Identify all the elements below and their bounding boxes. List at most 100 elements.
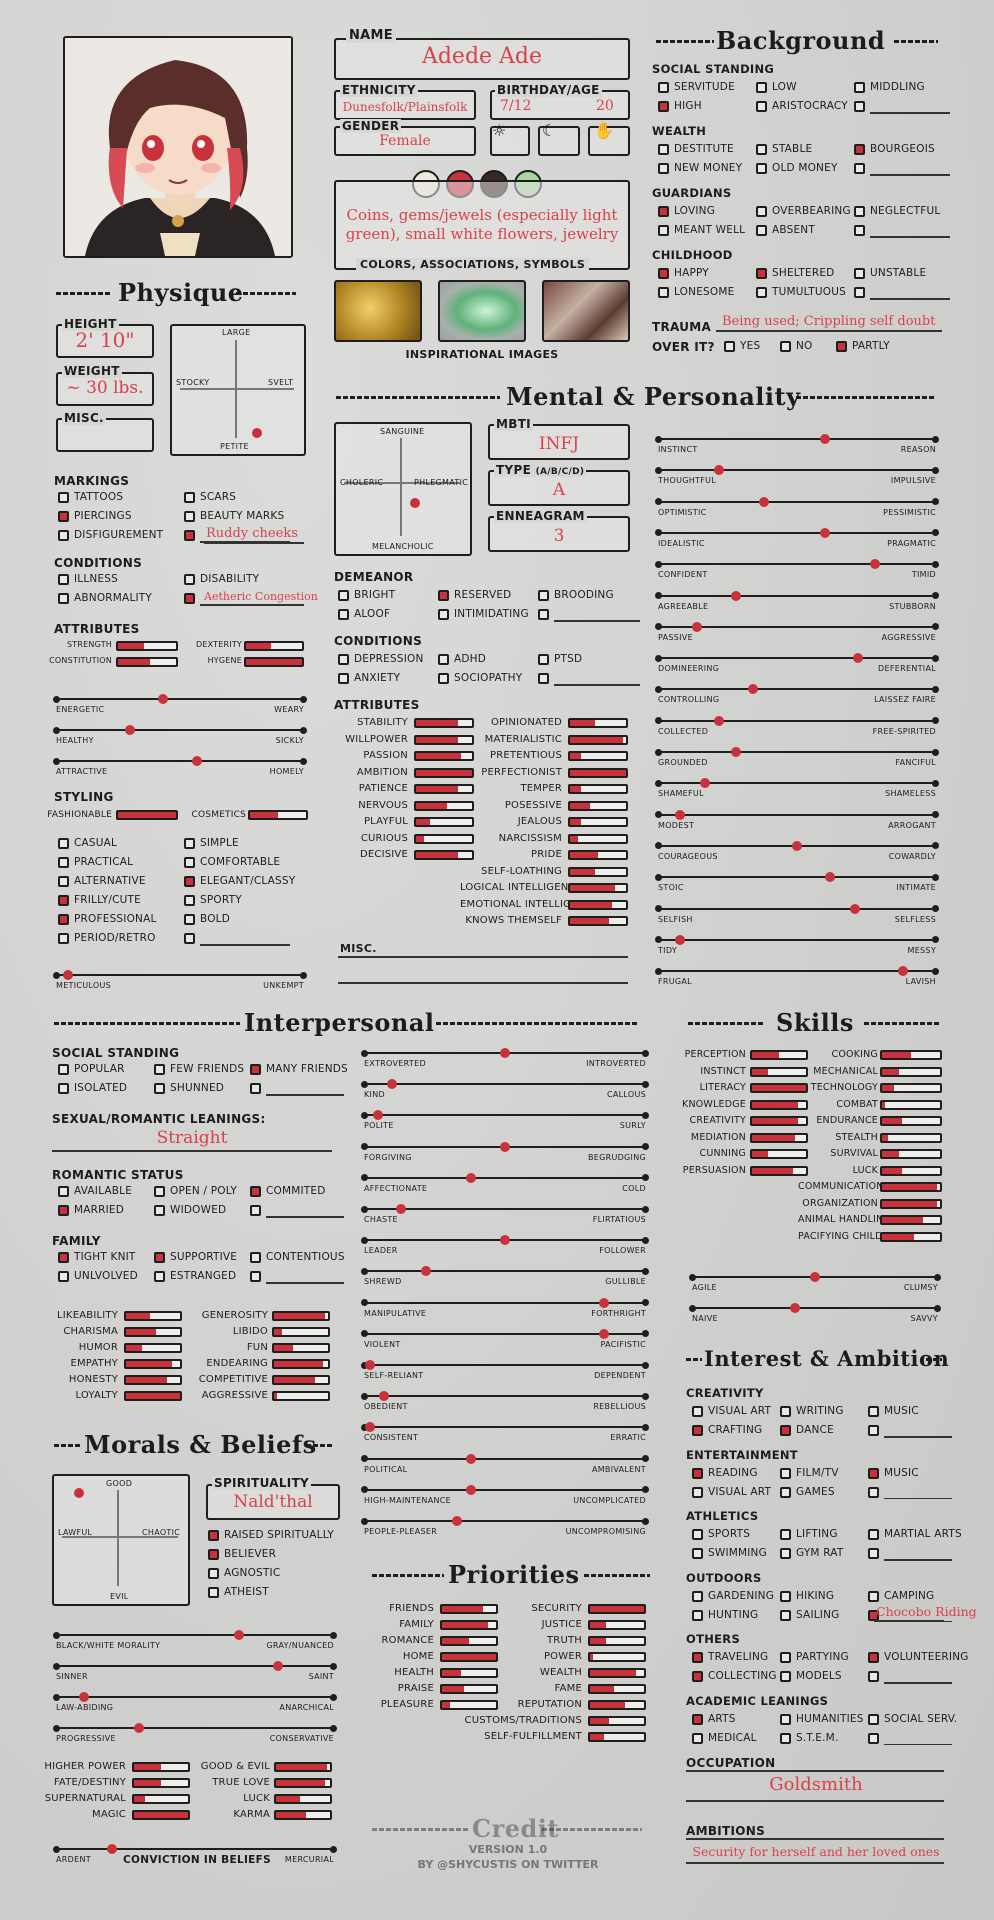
checkbox[interactable] [658, 144, 669, 155]
name-box[interactable] [334, 38, 630, 80]
slider-handle[interactable] [134, 1723, 145, 1733]
checkbox[interactable] [338, 609, 349, 620]
checkbox[interactable] [692, 1467, 703, 1479]
bar[interactable] [440, 1700, 498, 1710]
checkbox[interactable] [154, 1252, 165, 1263]
bar[interactable] [414, 850, 474, 860]
bar[interactable] [568, 866, 628, 877]
slider-track[interactable] [361, 1110, 649, 1121]
bar[interactable] [244, 641, 304, 651]
bar[interactable] [880, 1099, 942, 1110]
slider-handle[interactable] [273, 1661, 284, 1671]
bar[interactable] [274, 1762, 332, 1772]
bar[interactable] [272, 1327, 330, 1337]
slider-handle[interactable] [598, 1328, 609, 1339]
checkbox[interactable] [438, 590, 449, 601]
slider-handle[interactable] [500, 1235, 510, 1246]
slider-handle[interactable] [452, 1516, 463, 1526]
bar[interactable] [414, 817, 474, 827]
bar[interactable] [440, 1636, 498, 1646]
checkbox[interactable] [438, 673, 449, 684]
slider-handle[interactable] [466, 1484, 477, 1495]
slider-track[interactable] [53, 1844, 337, 1854]
sun-icon-box[interactable] [490, 126, 530, 156]
slider-track[interactable] [655, 527, 939, 538]
checkbox[interactable] [154, 1083, 165, 1094]
bar[interactable] [124, 1359, 182, 1369]
slider-track[interactable] [361, 1141, 649, 1152]
alignment-grid[interactable] [52, 1474, 190, 1606]
slider-track[interactable] [655, 872, 939, 883]
bar[interactable] [274, 1810, 332, 1820]
slider-handle[interactable] [730, 590, 741, 601]
bar[interactable] [132, 1762, 190, 1772]
bar[interactable] [414, 718, 474, 728]
bar[interactable] [750, 1165, 808, 1176]
bar[interactable] [274, 1794, 332, 1804]
checkbox[interactable] [780, 1713, 791, 1725]
checkbox[interactable] [868, 1486, 879, 1498]
checkbox[interactable] [184, 876, 195, 887]
bar[interactable] [750, 1083, 808, 1093]
bar[interactable] [440, 1668, 498, 1678]
cosmetics-bar[interactable] [248, 810, 308, 820]
slider-track[interactable] [655, 747, 939, 757]
colors-box[interactable] [334, 180, 630, 270]
bar[interactable] [568, 751, 628, 761]
checkbox[interactable] [658, 268, 669, 279]
checkbox[interactable] [338, 590, 349, 601]
bar[interactable] [880, 1066, 942, 1077]
checkbox[interactable] [58, 492, 69, 503]
bar[interactable] [750, 1050, 808, 1060]
slider-handle[interactable] [714, 715, 725, 726]
slider-handle[interactable] [500, 1141, 510, 1152]
bar[interactable] [272, 1391, 330, 1401]
slider-handle[interactable] [387, 1079, 398, 1090]
slider-handle[interactable] [825, 872, 836, 883]
checkbox[interactable] [692, 1609, 703, 1621]
checkbox[interactable] [58, 838, 69, 849]
checkbox[interactable] [154, 1064, 165, 1075]
slider-track[interactable] [53, 694, 307, 704]
checkbox[interactable] [836, 341, 847, 352]
bar[interactable] [750, 1132, 808, 1143]
checkbox[interactable] [208, 1568, 219, 1579]
checkbox[interactable] [184, 492, 195, 503]
checkbox[interactable] [780, 1425, 791, 1436]
bar[interactable] [274, 1778, 332, 1788]
bar[interactable] [588, 1668, 646, 1678]
checkbox[interactable] [780, 1529, 791, 1540]
checkbox[interactable] [756, 287, 767, 298]
bar[interactable] [588, 1604, 646, 1614]
bar[interactable] [568, 899, 628, 910]
slider-handle[interactable] [700, 778, 711, 789]
bar[interactable] [568, 784, 628, 794]
slider-track[interactable] [655, 966, 939, 977]
slider-handle[interactable] [675, 809, 686, 820]
checkbox[interactable] [780, 1609, 791, 1621]
slider-handle[interactable] [466, 1172, 477, 1183]
checkbox[interactable] [184, 838, 195, 849]
checkbox[interactable] [756, 101, 767, 112]
bar[interactable] [414, 833, 474, 844]
slider-track[interactable] [361, 1391, 649, 1402]
bar[interactable] [568, 718, 628, 728]
slider-track[interactable] [53, 970, 307, 980]
checkbox[interactable] [58, 933, 69, 944]
bar[interactable] [414, 800, 474, 811]
slider-track[interactable] [361, 1172, 649, 1183]
bar[interactable] [116, 641, 178, 651]
checkbox[interactable] [756, 144, 767, 155]
bar[interactable] [750, 1149, 808, 1159]
checkbox[interactable] [250, 1064, 261, 1075]
slider-handle[interactable] [364, 1422, 375, 1433]
slider-track[interactable] [361, 1297, 649, 1308]
checkbox[interactable] [756, 206, 767, 217]
checkbox[interactable] [658, 163, 669, 174]
checkbox[interactable] [854, 144, 865, 155]
slider-handle[interactable] [106, 1844, 117, 1854]
slider-track[interactable] [655, 559, 939, 570]
slider-handle[interactable] [421, 1266, 432, 1277]
slider-handle[interactable] [819, 434, 830, 444]
slider-track[interactable] [655, 465, 939, 476]
